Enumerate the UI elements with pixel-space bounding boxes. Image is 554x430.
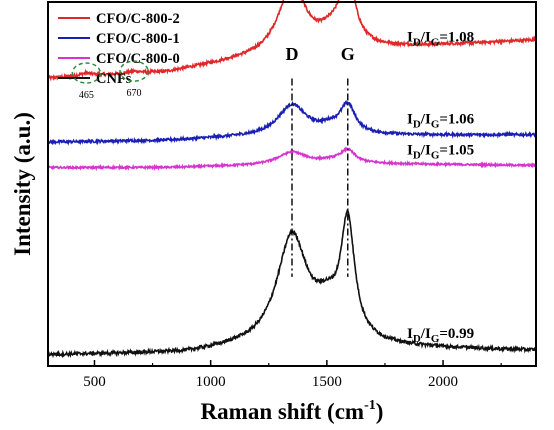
x-tick-label-3: 2000	[428, 374, 458, 390]
annotation-layer: D G ID/IG=1.08 ID/IG=1.06 ID/IG=1.05 ID/IG=0.…	[71, 30, 475, 345]
small-peak-label-0: 465	[79, 90, 94, 101]
x-tick-label-1: 1000	[196, 374, 226, 390]
peak-label-0: D	[286, 44, 299, 64]
ratio-label-3: ID/IG=0.99	[407, 326, 474, 345]
ratio-label-1: ID/IG=1.06	[407, 111, 475, 130]
ratio-label-2: ID/IG=1.05	[407, 142, 474, 161]
series-line-0	[47, 0, 537, 82]
legend-label-2: CFO/C-800-0	[96, 51, 180, 67]
x-axis-title-end: )	[376, 399, 384, 424]
legend-label-3: CNFs	[96, 71, 132, 87]
x-tick-label-0: 500	[83, 374, 106, 390]
legend-label-0: CFO/C-800-2	[96, 11, 180, 27]
plot-layer	[47, 0, 537, 359]
series-line-2	[47, 146, 537, 172]
peak-label-1: G	[341, 44, 355, 64]
axis-layer: 500 1000 1500 2000	[83, 360, 502, 390]
plot-frame	[47, 1, 537, 367]
ratio-label-0: ID/IG=1.08	[407, 30, 474, 49]
legend: CFO/C-800-2 CFO/C-800-1 CFO/C-800-0 CNFs	[58, 11, 180, 87]
small-peak-circle-1	[119, 60, 149, 82]
x-tick-label-2: 1500	[312, 374, 342, 390]
x-axis-title-main: Raman shift (cm	[201, 399, 365, 424]
small-peak-label-1: 670	[126, 88, 141, 99]
x-axis-title: Raman shift (cm-1)	[201, 398, 384, 424]
x-axis-title-sup: -1	[364, 398, 376, 413]
small-peak-circle-0	[71, 62, 102, 84]
y-axis-title: Intensity (a.u.)	[10, 112, 35, 256]
legend-label-1: CFO/C-800-1	[96, 31, 180, 47]
